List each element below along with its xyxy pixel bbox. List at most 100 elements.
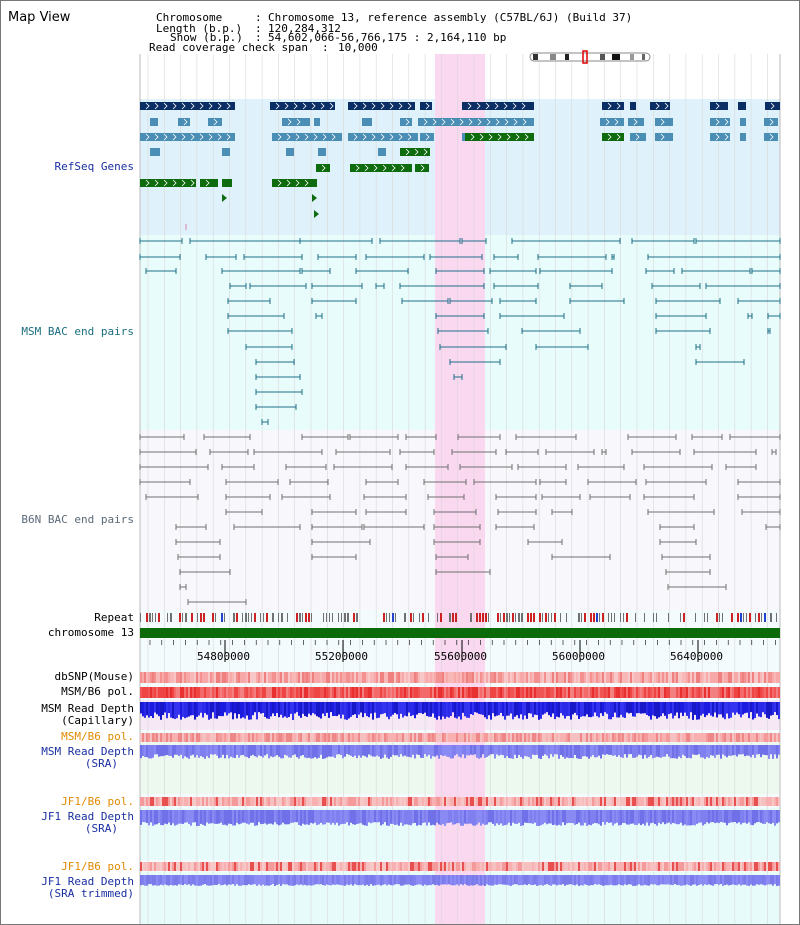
msm-pol2-heat-cell xyxy=(692,733,694,742)
jf1-pol-heat-cell xyxy=(254,797,256,806)
repeat-mark xyxy=(200,613,202,622)
jf1-depth-sra-bar xyxy=(398,810,400,826)
msm-depth-sra-label-1[interactable]: MSM Read Depth xyxy=(41,745,134,758)
msm-pol-heat-cell xyxy=(334,687,336,698)
jf1-pol2-heat-cell xyxy=(504,862,506,871)
gene-strand-mark xyxy=(331,133,336,141)
jf1-pol-heat-cell xyxy=(176,797,178,806)
jf1-pol-heat-cell xyxy=(712,797,714,806)
repeat-mark xyxy=(155,613,156,622)
gene-strand-mark xyxy=(329,102,334,110)
jf1-pol2-heat-cell xyxy=(752,862,754,871)
msm-depth-cap-bar xyxy=(646,702,648,715)
jf1-depth-trim-bar xyxy=(210,875,212,886)
repeat-label[interactable]: Repeat xyxy=(94,611,134,624)
jf1-depth-sra-bar xyxy=(676,810,678,825)
msm-depth-sra-bar xyxy=(764,745,766,756)
msm-depth-cap-bar xyxy=(372,702,374,720)
jf1-pol2-heat-cell xyxy=(598,862,600,871)
jf1-depth-trim-label-1[interactable]: JF1 Read Depth xyxy=(41,875,134,888)
dbsnp-label[interactable]: dbSNP(Mouse) xyxy=(54,670,134,683)
b6n-bac-label[interactable]: B6N BAC end pairs xyxy=(21,513,134,526)
msm-pol2-heat-cell xyxy=(584,733,586,742)
msm-depth-cap-bar xyxy=(172,702,174,719)
jf1-pol2-heat-cell xyxy=(340,862,342,871)
jf1-depth-sra-bar xyxy=(250,810,252,823)
jf1-pol-label-1[interactable]: JF1/B6 pol. xyxy=(61,795,134,808)
dbsnp-heat-cell xyxy=(672,672,674,683)
jf1-depth-sra-bar xyxy=(364,810,366,826)
jf1-pol2-heat-cell xyxy=(172,862,174,871)
msm-depth-sra-bar xyxy=(418,745,420,755)
jf1-pol2-heat-cell xyxy=(574,862,576,871)
msm-depth-sra-bar xyxy=(316,745,318,759)
refseq-genes-label[interactable]: RefSeq Genes xyxy=(54,160,134,173)
msm-pol-heat-cell xyxy=(294,687,296,698)
msm-depth-cap-bar xyxy=(608,702,610,720)
jf1-pol2-heat-cell xyxy=(366,862,368,871)
msm-depth-cap-bar xyxy=(432,702,434,714)
msm-pol-heat-cell xyxy=(530,687,532,698)
jf1-pol2-heat-cell xyxy=(660,862,662,871)
msm-pol2-heat-cell xyxy=(148,733,150,742)
msm-pol-heat-cell xyxy=(422,687,424,698)
jf1-depth-trim-bar xyxy=(546,875,548,885)
msm-depth-sra-bar xyxy=(746,745,748,756)
dbsnp-heat-cell xyxy=(660,672,662,683)
msm-pol-heat-cell xyxy=(450,687,452,698)
dbsnp-heat-cell xyxy=(202,672,204,683)
msm-pol-heat-cell xyxy=(160,687,162,698)
jf1-depth-trim-bar xyxy=(626,875,628,886)
msm-depth-cap-bar xyxy=(320,702,322,719)
jf1-pol2-heat-cell xyxy=(382,862,384,871)
jf1-pol-heat-cell xyxy=(490,797,492,806)
msm-depth-cap-bar xyxy=(226,702,228,716)
gene-segment xyxy=(630,133,646,141)
msm-depth-sra-bar xyxy=(506,745,508,757)
msm-bac-label[interactable]: MSM BAC end pairs xyxy=(21,325,134,338)
msm-pol2-heat-cell xyxy=(634,733,636,742)
jf1-pol2-heat-cell xyxy=(344,862,346,871)
msm-pol2-heat-cell xyxy=(486,733,488,742)
jf1-pol2-heat-cell xyxy=(420,862,422,871)
jf1-depth-trim-bar xyxy=(712,875,714,886)
jf1-depth-sra-bar xyxy=(550,810,552,824)
gene-segment xyxy=(420,102,432,110)
msm-pol-heat-cell xyxy=(762,687,764,698)
msm-b6-pol-label[interactable]: MSM/B6 pol. xyxy=(61,685,134,698)
msm-b6-pol-label-2[interactable]: MSM/B6 pol. xyxy=(61,730,134,743)
msm-pol2-heat-cell xyxy=(646,733,648,742)
jf1-pol2-heat-cell xyxy=(544,862,546,871)
msm-pol2-heat-cell xyxy=(158,733,160,742)
jf1-depth-sra-bar xyxy=(400,810,402,823)
dbsnp-heat-cell xyxy=(716,672,718,683)
jf1-pol2-heat-cell xyxy=(516,862,518,871)
jf1-pol-heat-cell xyxy=(410,797,412,806)
jf1-pol2-heat-cell xyxy=(556,862,558,871)
jf1-pol2-heat-cell xyxy=(626,862,628,871)
msm-depth-cap-bar xyxy=(428,702,430,717)
msm-pol2-heat-cell xyxy=(632,733,634,742)
msm-depth-sra-bar xyxy=(376,745,378,756)
msm-depth-sra-bar xyxy=(140,745,142,759)
jf1-depth-sra-bar xyxy=(620,810,622,825)
msm-depth-cap-bar xyxy=(490,702,492,720)
msm-pol2-heat-cell xyxy=(386,733,388,742)
jf1-pol-label-2[interactable]: JF1/B6 pol. xyxy=(61,860,134,873)
msm-pol2-heat-cell xyxy=(608,733,610,742)
dbsnp-heat-cell xyxy=(288,672,290,683)
dbsnp-heat-cell xyxy=(704,672,706,683)
msm-depth-cap-label-1[interactable]: MSM Read Depth xyxy=(41,702,134,715)
jf1-pol2-heat-cell xyxy=(424,862,426,871)
jf1-depth-trim-bar xyxy=(522,875,524,885)
msm-pol-heat-cell xyxy=(774,687,776,698)
jf1-depth-sra-label-1[interactable]: JF1 Read Depth xyxy=(41,810,134,823)
msm-pol2-heat-cell xyxy=(184,733,186,742)
msm-depth-sra-bar xyxy=(652,745,654,759)
show-colon: : xyxy=(255,31,262,44)
gene-strand-mark xyxy=(660,118,665,126)
msm-depth-cap-bar xyxy=(742,702,744,715)
jf1-depth-sra-bar xyxy=(314,810,316,823)
repeat-mark xyxy=(236,613,238,622)
